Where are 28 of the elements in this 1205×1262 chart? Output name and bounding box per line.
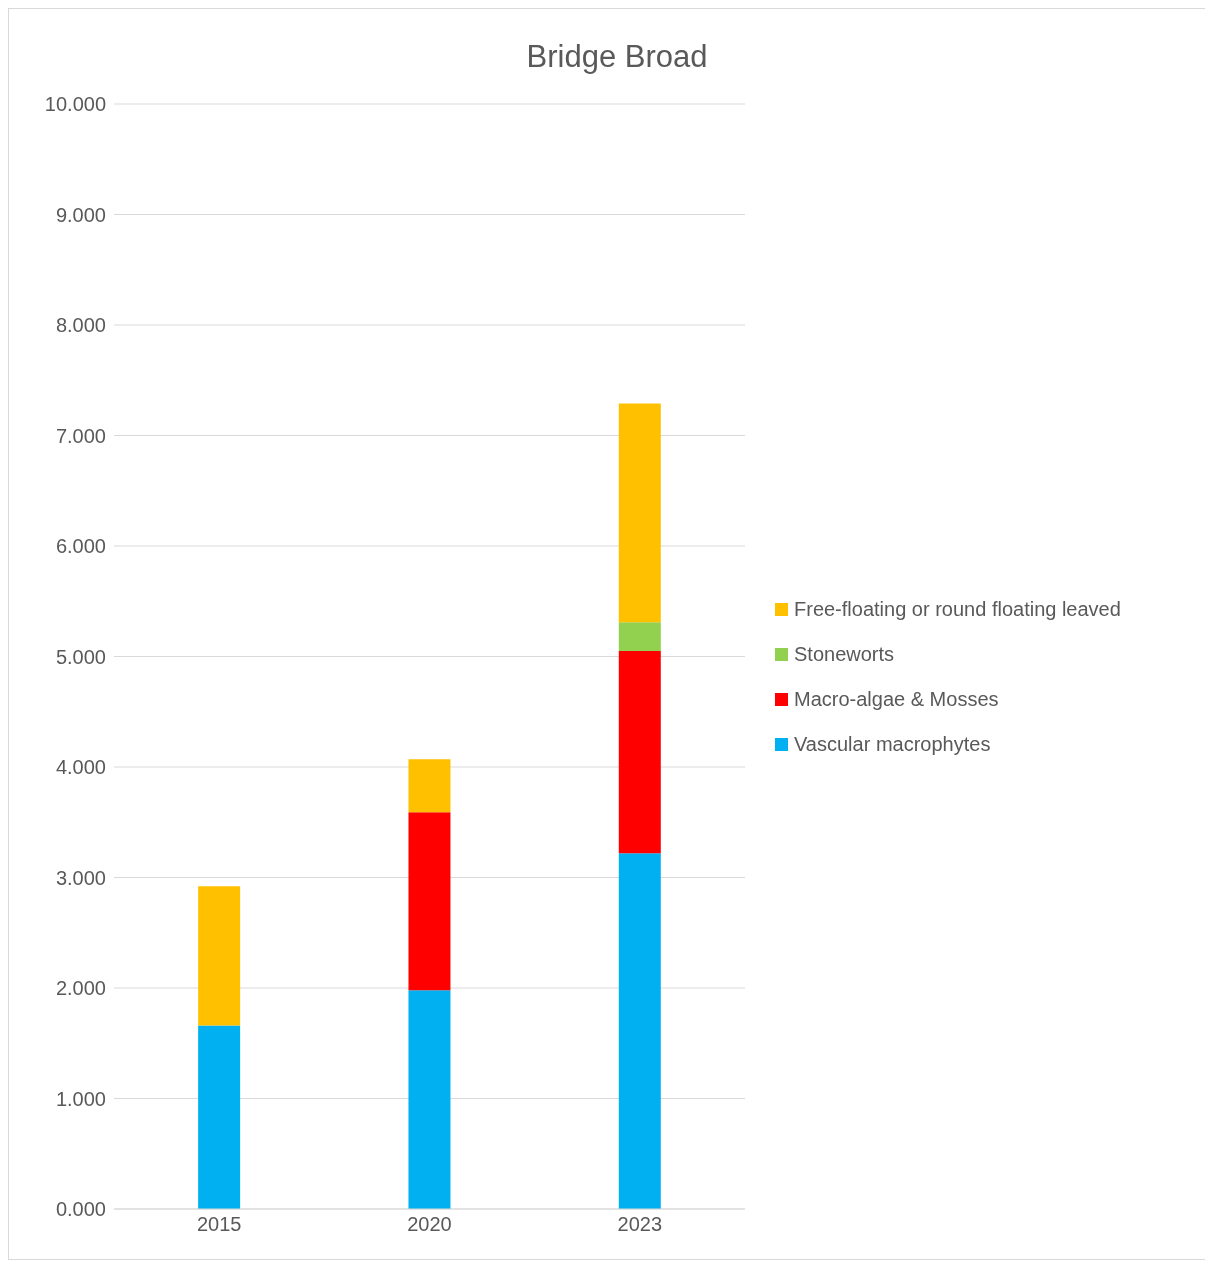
bar: [198, 886, 241, 1026]
chart-title: Bridge Broad: [525, 39, 709, 75]
y-tick-label: 3.000: [55, 866, 106, 889]
y-tick-label: 9.000: [55, 203, 106, 226]
y-tick-label: 0.000: [55, 1198, 106, 1221]
y-tick-label: 1.000: [55, 1087, 106, 1110]
bar: [408, 759, 451, 813]
bar: [618, 650, 661, 854]
y-tick-label: 7.000: [55, 424, 106, 447]
legend-label: Macro-algae & Mosses: [794, 687, 999, 711]
x-tick-label: 2020: [407, 1213, 452, 1236]
bar: [618, 622, 661, 651]
y-tick-label: 10.000: [44, 93, 106, 116]
legend-label: Vascular macrophytes: [794, 732, 991, 756]
y-tick-label: 8.000: [55, 314, 106, 337]
y-tick-label: 5.000: [55, 645, 106, 668]
legend-label: Stoneworts: [794, 642, 895, 666]
bar: [618, 403, 661, 623]
y-tick-label: 2.000: [55, 977, 106, 1000]
x-tick-label: 2015: [196, 1213, 242, 1236]
bar: [408, 812, 451, 991]
y-tick-label: 6.000: [55, 535, 106, 558]
y-tick-label: 4.000: [55, 756, 106, 779]
x-tick-label: 2023: [617, 1213, 663, 1236]
legend-label: Free-floating or round floating leaved: [794, 597, 1121, 621]
bar: [618, 853, 661, 1209]
bar: [198, 1025, 241, 1209]
bar: [408, 990, 451, 1209]
